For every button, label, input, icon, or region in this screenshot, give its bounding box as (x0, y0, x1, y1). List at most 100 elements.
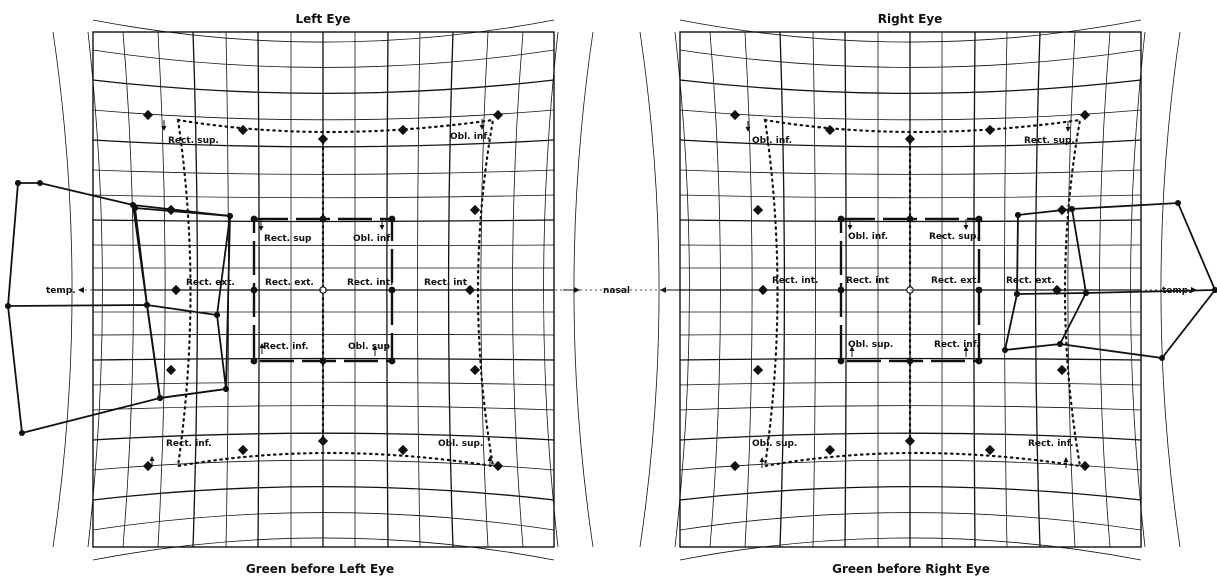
grid-horizontal-line (92, 49, 555, 68)
outer-point-marker (1079, 460, 1091, 472)
right-inner-label-middle-left-inner: Rect. int (846, 276, 890, 286)
nasal-label: nasal (603, 286, 630, 296)
grid-horizontal-line (679, 512, 1142, 531)
outer-field-outline (763, 118, 1082, 468)
outer-point-marker (165, 364, 177, 376)
right-outer-label-top-right: Rect. sup. (1024, 136, 1075, 146)
trace-point-marker (15, 180, 21, 186)
left-eye-caption: Green before Left Eye (246, 562, 394, 576)
label-arrowhead-icon (849, 346, 855, 351)
trace-point-marker (1175, 200, 1181, 206)
left-outer-trace-cross (7, 304, 218, 316)
grid-horizontal-line (92, 486, 555, 501)
grid-horizontal-line (92, 537, 555, 561)
inner-point-marker (319, 215, 327, 223)
outer-point-marker (397, 124, 409, 136)
outer-point-marker (757, 284, 769, 296)
right-inner-label-middle-right-outer: Rect. ext. (1006, 276, 1055, 286)
trace-point-marker (19, 430, 25, 436)
trace-point-marker (1212, 287, 1217, 293)
inner-point-marker (975, 215, 983, 223)
right-inner-label-upper-right: Rect. sup. (929, 232, 980, 242)
right-outer-trace-mid (1059, 208, 1087, 345)
right-inner-label-middle-left-outer: Rect. int. (772, 276, 818, 286)
trace-point-marker (227, 213, 233, 219)
trace-point-marker (1083, 290, 1089, 296)
outer-point-marker (904, 435, 916, 447)
outer-point-marker (237, 124, 249, 136)
left-eye-title: Left Eye (295, 12, 350, 26)
trace-point-marker (214, 312, 220, 318)
label-arrowhead-icon (258, 226, 264, 231)
label-arrowhead-icon (847, 225, 853, 230)
inner-point-marker (319, 357, 327, 365)
label-arrowhead-icon (1065, 127, 1071, 132)
temp-label-right: temp. (1162, 286, 1192, 296)
inner-point-marker (388, 215, 396, 223)
left-inner-trace (134, 207, 232, 400)
temp-arrow-right-icon (1191, 287, 1197, 293)
trace-point-marker (5, 303, 11, 309)
left-outer-label-bottom-left: Rect. inf. (166, 439, 212, 449)
left-inner-label-lower-right: Obl. sup. (348, 342, 393, 352)
outer-point-marker (237, 444, 249, 456)
trace-point-marker (1015, 212, 1021, 218)
grid-horizontal-line (92, 432, 555, 441)
left-inner-label-middle-left-inner: Rect. ext. (265, 278, 314, 288)
left-measured-trace (5, 180, 233, 436)
inner-point-marker (250, 215, 258, 223)
grid-horizontal-line (679, 49, 1142, 68)
outer-point-marker (397, 444, 409, 456)
label-arrowhead-icon (963, 225, 969, 230)
label-arrowhead-icon (379, 225, 385, 230)
left-inner-label-upper-right: Obl. inf (353, 234, 390, 244)
left-outer-label-top-right: Obl. inf. (450, 132, 490, 142)
horizontal-axis (78, 287, 1197, 293)
left-inner-label-middle-left-outer: Rect. ext. (186, 278, 235, 288)
grid-horizontal-line (92, 139, 555, 148)
left-eye-chart: Rect. sup. Obl. inf. Rect. inf. Obl. sup… (5, 19, 1071, 561)
temp-arrow-left-icon (78, 287, 84, 293)
inner-point-marker (906, 357, 914, 365)
trace-point-marker (157, 395, 163, 401)
inner-point-marker (250, 357, 258, 365)
outer-point-marker (469, 204, 481, 216)
inner-point-marker (250, 286, 258, 294)
trace-point-marker (132, 205, 138, 211)
grid-horizontal-line (92, 109, 555, 121)
grid-horizontal-line (679, 537, 1142, 561)
label-arrowhead-icon (259, 343, 265, 348)
inner-point-marker (388, 357, 396, 365)
trace-point-marker (37, 180, 43, 186)
grid-horizontal-line (679, 19, 1142, 43)
outer-point-marker (492, 460, 504, 472)
outer-point-marker (1056, 364, 1068, 376)
grid-horizontal-line (92, 19, 555, 43)
outer-point-marker (984, 124, 996, 136)
trace-point-marker (1057, 341, 1063, 347)
right-outer-label-top-left: Obl. inf. (752, 136, 792, 146)
label-arrowhead-icon (963, 346, 969, 351)
inner-point-marker (975, 286, 983, 294)
axis-arrow-right-icon (574, 287, 580, 293)
grid-horizontal-line (679, 109, 1142, 121)
inner-point-marker (837, 215, 845, 223)
left-outer-label-bottom-right: Obl. sup. (438, 439, 483, 449)
trace-point-marker (1159, 355, 1165, 361)
left-chart-frame (92, 31, 555, 548)
outer-point-marker (904, 133, 916, 145)
left-inner-label-lower-left: Rect. inf. (263, 342, 309, 352)
grid-horizontal-line (679, 139, 1142, 148)
trace-point-marker (1014, 291, 1020, 297)
label-arrowhead-icon (479, 125, 485, 130)
inner-point-marker (906, 215, 914, 223)
axis-arrow-left-icon (660, 287, 666, 293)
right-measured-trace (1002, 200, 1217, 361)
trace-point-marker (223, 386, 229, 392)
outer-point-marker (984, 444, 996, 456)
label-arrowhead-icon (1063, 457, 1069, 462)
right-eye-title: Right Eye (878, 12, 943, 26)
right-inner-label-middle-right-inner: Rect. ext. (931, 276, 980, 286)
inner-point-marker (975, 357, 983, 365)
